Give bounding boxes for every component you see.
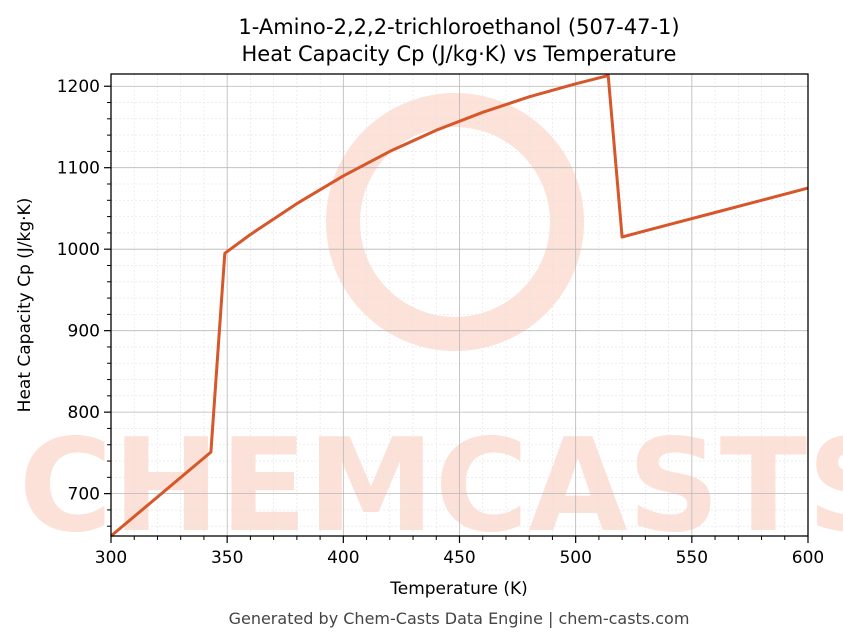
x-axis: 300 350 400 450 500 550 600 (95, 536, 824, 568)
y-axis: 700 800 900 1000 1100 1200 (57, 77, 111, 527)
x-tick-label: 600 (792, 548, 824, 568)
x-tick-label: 400 (327, 548, 359, 568)
y-tick-label: 800 (68, 403, 100, 423)
x-axis-label: Temperature (K) (389, 579, 528, 599)
x-tick-label: 550 (676, 548, 708, 568)
watermark-text: CHEMCASTS (19, 412, 843, 561)
x-tick-label: 300 (95, 548, 127, 568)
y-tick-label: 1000 (57, 240, 100, 260)
watermark-logo-ring (326, 93, 584, 351)
y-axis-label: Heat Capacity Cp (J/kg·K) (15, 198, 35, 413)
major-grid (110, 74, 809, 536)
chart-title: 1-Amino-2,2,2-trichloroethanol (507-47-1… (238, 15, 679, 39)
y-tick-label: 1200 (57, 77, 100, 97)
series-line (110, 74, 809, 538)
y-tick-label: 1100 (57, 159, 100, 179)
chart-subtitle: Heat Capacity Cp (J/kg·K) vs Temperature (242, 42, 677, 66)
y-tick-label: 900 (68, 322, 100, 342)
footer-credit: Generated by Chem-Casts Data Engine | ch… (229, 609, 690, 628)
y-tick-label: 700 (68, 485, 100, 505)
x-tick-label: 350 (211, 548, 243, 568)
x-tick-label: 450 (443, 548, 475, 568)
x-tick-label: 500 (559, 548, 591, 568)
